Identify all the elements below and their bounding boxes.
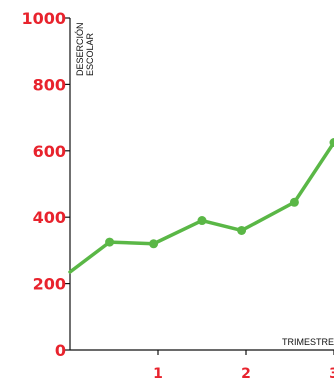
- y-tick-label: 400: [33, 208, 66, 227]
- axes: [65, 17, 334, 355]
- data-point: [149, 239, 159, 249]
- data-point: [237, 225, 247, 235]
- y-axis-label: DESERCIÓNESCOLAR: [75, 22, 95, 76]
- y-tick-label: 0: [55, 341, 66, 360]
- x-tick-label: 2: [241, 366, 251, 380]
- x-tick-label: 3: [329, 366, 334, 380]
- data-point: [289, 197, 299, 207]
- y-tick-label: 800: [33, 75, 66, 94]
- y-tick-label: 600: [33, 142, 66, 161]
- tick-labels: 0 200 400 600 800 1000 1 2 3: [21, 9, 334, 380]
- y-axis-label-line: DESERCIÓN: [75, 22, 85, 76]
- series-layer: [68, 138, 334, 274]
- data-point: [329, 138, 334, 147]
- y-axis-label-line: ESCOLAR: [85, 32, 95, 76]
- data-point: [197, 216, 207, 226]
- y-tick-label: 200: [33, 275, 66, 294]
- data-point: [105, 237, 115, 247]
- axis-labels: DESERCIÓNESCOLAR TRIMESTRE: [75, 22, 334, 347]
- series-line: [68, 140, 334, 274]
- y-tick-label: 1000: [21, 9, 66, 28]
- x-tick-label: 1: [153, 366, 163, 380]
- x-axis-label: TRIMESTRE: [282, 337, 334, 347]
